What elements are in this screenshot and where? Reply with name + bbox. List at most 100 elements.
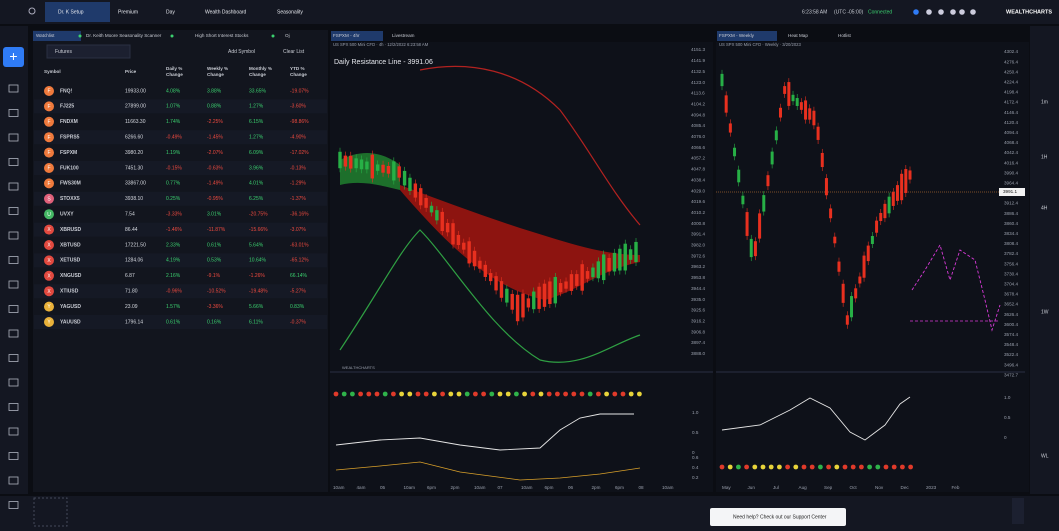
candle — [575, 274, 579, 286]
symbol-icon-letter: S — [47, 196, 51, 202]
tool-icon[interactable] — [8, 207, 19, 215]
tab[interactable]: Wealth Dashboard — [205, 9, 247, 15]
symbol[interactable]: XETUSD — [60, 258, 81, 264]
tool-icon[interactable] — [8, 256, 19, 264]
tool-icon[interactable] — [8, 84, 19, 93]
symbol[interactable]: FSPXM — [60, 150, 77, 156]
tab[interactable]: Premium — [118, 9, 138, 15]
signal-dot — [563, 391, 568, 397]
tool-icon[interactable] — [8, 403, 19, 411]
top-bar — [0, 0, 1059, 24]
price-label: 3678.4 — [1004, 292, 1018, 297]
tool-icon[interactable] — [8, 329, 19, 338]
timeframe[interactable]: 1W — [1041, 309, 1049, 315]
clear-list[interactable]: Clear List — [283, 49, 305, 55]
toolbar-icon[interactable] — [913, 9, 919, 15]
symbol[interactable]: FSPRS5 — [60, 135, 80, 141]
candle — [820, 152, 824, 168]
panel-tab[interactable]: High Short Interest Stocks — [195, 33, 249, 38]
tab[interactable]: Day — [166, 9, 175, 15]
chart-tab[interactable]: FSPXM - 4hr — [333, 33, 360, 38]
price-label: 4076.0 — [691, 134, 705, 139]
symbol[interactable]: XBRUSD — [60, 227, 82, 233]
signal-dot — [366, 391, 372, 397]
symbol[interactable]: XBTUSD — [60, 242, 81, 248]
toolbar-icon[interactable] — [938, 9, 944, 15]
timezone: (UTC -05:00) — [834, 9, 864, 15]
panel-tab[interactable]: Oj — [285, 33, 290, 38]
tool-icon[interactable] — [8, 182, 19, 191]
timeframe[interactable]: 1m — [1041, 99, 1048, 105]
cell: 5.64% — [249, 242, 264, 248]
add-symbol[interactable]: Add Symbol — [228, 49, 255, 55]
symbol-icon-letter: Y — [47, 320, 51, 326]
candle — [370, 154, 374, 179]
toolbar-icon[interactable] — [950, 9, 956, 15]
toolbar-icon[interactable] — [959, 9, 965, 15]
tool-icon[interactable] — [8, 280, 19, 289]
add-button[interactable]: + — [3, 47, 24, 67]
symbol[interactable]: XTIUSD — [60, 289, 79, 295]
symbol[interactable]: FNQ! — [60, 88, 73, 94]
cell: 1.27% — [249, 104, 264, 110]
symbol[interactable]: UVXY — [60, 212, 74, 218]
symbol-icon-letter: X — [47, 289, 51, 295]
panel-tab[interactable]: Watchlist — [36, 33, 55, 38]
signal-dot — [867, 464, 872, 470]
symbol[interactable]: XNGUSD — [60, 273, 82, 279]
symbol-icon-letter: F — [47, 135, 50, 141]
toolbar-icon[interactable] — [970, 9, 976, 15]
tool-icon[interactable] — [8, 231, 19, 240]
tool-icon[interactable] — [8, 133, 19, 142]
cell: -0.63% — [207, 165, 223, 171]
price-label: 3834.4 — [1004, 231, 1018, 236]
tab[interactable]: Dr. K Setup — [58, 9, 84, 15]
tool-icon[interactable] — [8, 378, 19, 387]
tool-icon[interactable] — [8, 354, 19, 362]
signal-dot — [448, 391, 454, 397]
symbol-icon — [44, 147, 54, 158]
candle — [829, 208, 833, 219]
timeframe[interactable]: 1H — [1041, 154, 1048, 160]
timeframe[interactable]: WL — [1041, 453, 1049, 459]
symbol-icon — [44, 301, 54, 312]
price-label: 3916.2 — [691, 318, 705, 323]
tab[interactable]: Seasonality — [277, 9, 303, 15]
price-label: 3626.4 — [1004, 312, 1018, 317]
tool-icon[interactable] — [8, 158, 19, 166]
tool-icon[interactable] — [8, 427, 19, 436]
symbol[interactable]: STOXX5 — [60, 196, 80, 202]
timeframe[interactable]: 4H — [1041, 205, 1048, 211]
filter[interactable]: Futures — [55, 49, 72, 55]
tool-icon[interactable] — [8, 109, 19, 117]
symbol[interactable]: FJ225 — [60, 104, 74, 110]
symbol-icon-letter: X — [47, 243, 51, 249]
panel-tab[interactable]: Dr. Keith Moore Seasonality Scanner — [86, 33, 162, 38]
chart-tab[interactable]: FSPXM - Weekly — [719, 33, 755, 38]
time-label: Aug — [799, 485, 808, 490]
signal-dot — [785, 464, 790, 470]
price-label: 3972.6 — [691, 253, 705, 258]
chart-tab[interactable]: Heat Map — [788, 33, 808, 38]
symbol[interactable]: FWS30M — [60, 181, 81, 187]
tool-icon[interactable] — [8, 452, 19, 460]
price-label: 4104.2 — [691, 101, 705, 106]
symbol[interactable]: YAGUSD — [60, 304, 81, 310]
symbol[interactable]: FUK100 — [60, 165, 79, 171]
chart-tab[interactable]: Hotlist — [838, 33, 851, 38]
price-label: 4019.6 — [691, 199, 705, 204]
symbol[interactable]: YAUUSD — [60, 319, 81, 325]
toolbar-icon[interactable] — [926, 9, 932, 15]
filter-dropdown — [46, 44, 131, 59]
candle — [494, 276, 498, 291]
cell: -5.27% — [290, 289, 306, 295]
symbol-icon-letter: F — [47, 89, 50, 95]
tool-icon[interactable] — [8, 476, 19, 485]
help[interactable]: Need help? Check out our Support Center — [733, 514, 827, 520]
osc-label: 0.6 — [692, 455, 699, 460]
symbol[interactable]: FNDXM — [60, 119, 78, 125]
tool-icon[interactable] — [8, 305, 19, 313]
signal-dot — [883, 464, 889, 470]
chart-tab[interactable]: Livestream — [392, 33, 415, 38]
tool-icon[interactable] — [8, 501, 19, 509]
